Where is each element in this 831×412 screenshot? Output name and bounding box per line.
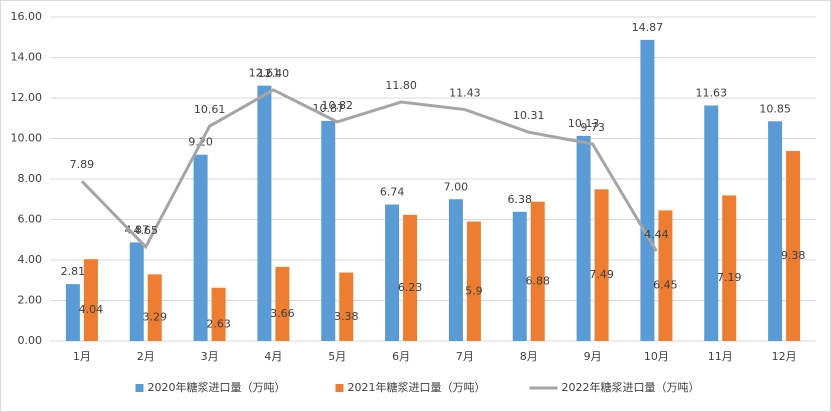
data-label: 4.04 — [79, 303, 104, 316]
data-label: 11.80 — [385, 79, 417, 92]
line — [80, 88, 658, 252]
y-tick-label: 16.00 — [11, 10, 43, 23]
bar — [83, 259, 98, 341]
data-label: 11.43 — [449, 87, 481, 100]
x-tick-label: 3月 — [201, 350, 219, 363]
bar — [658, 210, 673, 341]
bar — [512, 211, 527, 341]
data-label: 10.13 — [568, 117, 600, 130]
data-label: 14.87 — [632, 21, 664, 34]
x-tick-label: 2月 — [137, 350, 155, 363]
data-label: 2.63 — [206, 317, 231, 330]
data-label: 10.82 — [322, 99, 354, 112]
data-label: 7.19 — [717, 271, 742, 284]
data-label: 4.65 — [134, 224, 159, 237]
legend-label: 2021年糖浆进口量（万吨） — [348, 380, 486, 394]
bar — [704, 105, 719, 342]
x-tick-label: 11月 — [708, 350, 733, 363]
bar — [466, 221, 481, 341]
y-tick-label: 10.00 — [11, 132, 43, 145]
data-label: 9.73 — [580, 121, 605, 134]
bar — [193, 154, 208, 341]
bar — [275, 266, 290, 341]
bar — [129, 242, 144, 341]
data-label: 10.85 — [759, 102, 791, 115]
bar — [321, 120, 336, 341]
bar — [594, 189, 609, 341]
data-label: 9.38 — [781, 249, 806, 262]
x-tick-label: 4月 — [264, 350, 282, 363]
y-tick-label: 4.00 — [18, 253, 43, 266]
data-label: 3.38 — [334, 310, 359, 323]
bar — [147, 274, 162, 341]
data-label: 6.23 — [398, 281, 423, 294]
data-label: 6.45 — [653, 279, 678, 292]
data-label: 7.00 — [444, 180, 469, 193]
y-tick-label: 14.00 — [11, 51, 43, 64]
data-label: 12.61 — [249, 67, 281, 80]
x-tick-label: 5月 — [328, 350, 346, 363]
bar — [786, 151, 801, 341]
y-tick-label: 2.00 — [18, 294, 43, 307]
y-tick-label: 12.00 — [11, 91, 43, 104]
data-label: 10.61 — [194, 103, 226, 116]
data-label: 3.29 — [143, 311, 168, 324]
bar — [530, 201, 545, 341]
data-label: 6.88 — [526, 274, 551, 287]
data-label: 2.81 — [61, 265, 86, 278]
x-tick-label: 12月 — [772, 350, 797, 363]
legend-label: 2020年糖浆进口量（万吨） — [148, 380, 286, 394]
bar — [339, 272, 354, 341]
data-label: 12.40 — [258, 67, 290, 80]
bar — [211, 287, 226, 341]
x-tick-label: 6月 — [392, 350, 410, 363]
bar — [403, 214, 418, 341]
x-tick-label: 7月 — [456, 350, 474, 363]
bar — [576, 135, 591, 341]
x-tick-label: 8月 — [520, 350, 538, 363]
y-tick-label: 6.00 — [18, 213, 43, 226]
data-label: 11.63 — [696, 86, 728, 99]
legend-label: 2022年糖浆进口量（万吨） — [562, 380, 700, 394]
x-tick-label: 1月 — [73, 350, 91, 363]
bar — [448, 199, 463, 341]
data-label: 3.66 — [270, 307, 295, 320]
bar — [640, 39, 655, 341]
data-label: 5.9 — [465, 284, 483, 297]
legend-swatch — [135, 384, 144, 392]
data-label: 6.74 — [380, 186, 405, 199]
bar — [722, 195, 737, 341]
y-tick-label: 0.00 — [18, 334, 43, 347]
data-label: 10.87 — [313, 102, 345, 115]
data-label: 10.31 — [513, 109, 545, 122]
bar — [65, 284, 80, 341]
x-tick-label: 10月 — [644, 350, 669, 363]
data-label: 7.89 — [70, 158, 95, 171]
legend-swatch — [335, 384, 344, 392]
data-label: 4.44 — [644, 228, 669, 241]
data-label: 7.49 — [589, 268, 614, 281]
bar — [385, 204, 400, 341]
y-tick-label: 8.00 — [18, 172, 43, 185]
data-label: 6.38 — [508, 193, 533, 206]
bar — [257, 85, 272, 342]
x-tick-label: 9月 — [584, 350, 602, 363]
bar — [768, 121, 783, 341]
